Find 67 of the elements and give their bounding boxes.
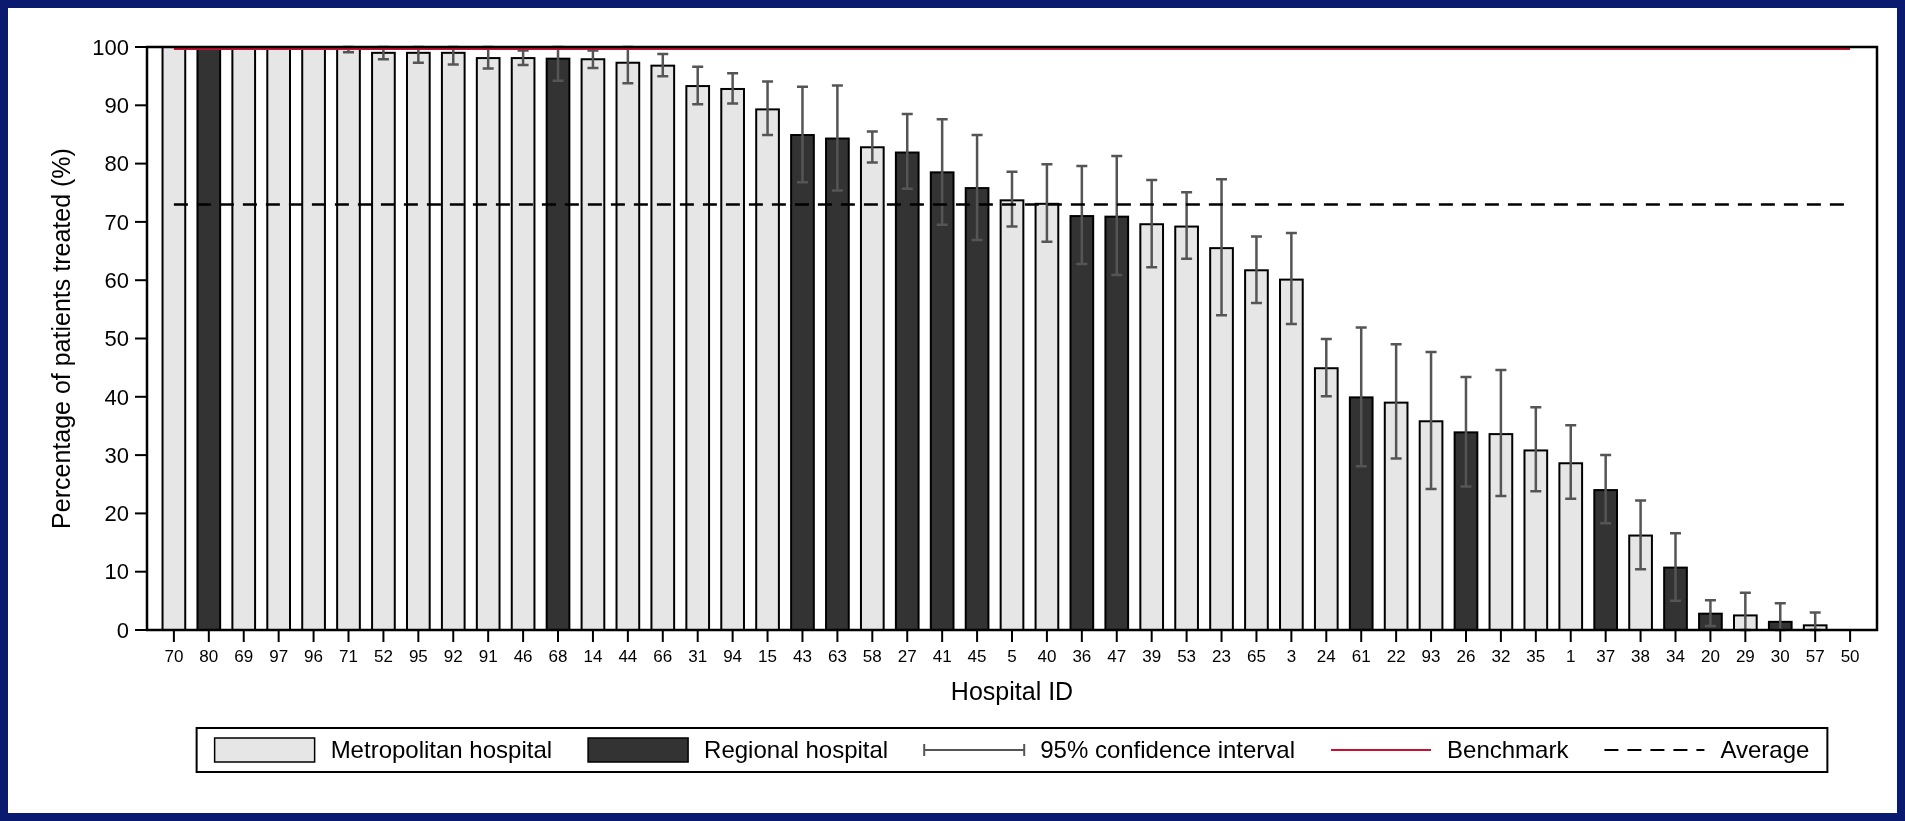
x-tick-label: 91 xyxy=(478,647,498,666)
x-tick-label: 93 xyxy=(1421,647,1441,666)
x-tick-label: 24 xyxy=(1316,647,1336,666)
legend-label: Benchmark xyxy=(1447,736,1570,764)
x-tick-label: 50 xyxy=(1840,647,1860,666)
y-tick-label: 100 xyxy=(92,34,129,60)
x-tick-label: 20 xyxy=(1700,647,1720,666)
x-tick-label: 70 xyxy=(164,647,184,666)
x-tick-label: 97 xyxy=(269,647,289,666)
y-tick-label: 40 xyxy=(104,384,129,410)
y-tick-label: 70 xyxy=(104,209,129,235)
x-tick-label: 14 xyxy=(583,647,603,666)
x-tick-label: 46 xyxy=(513,647,533,666)
legend-label: Average xyxy=(1720,736,1810,764)
x-tick-label: 57 xyxy=(1805,647,1825,666)
x-tick-label: 35 xyxy=(1526,647,1546,666)
x-tick-label: 38 xyxy=(1631,647,1651,666)
y-tick-label: 80 xyxy=(104,151,129,177)
x-tick-label: 41 xyxy=(932,647,952,666)
x-tick-label: 43 xyxy=(793,647,812,666)
x-tick-label: 66 xyxy=(653,647,673,666)
x-tick-label: 44 xyxy=(618,647,638,666)
x-tick-label: 22 xyxy=(1386,647,1406,666)
x-tick-label: 31 xyxy=(688,647,708,666)
x-tick-label: 47 xyxy=(1107,647,1127,666)
x-tick-label: 34 xyxy=(1666,647,1685,666)
y-tick-label: 30 xyxy=(104,442,129,468)
x-tick-label: 40 xyxy=(1037,647,1057,666)
x-tick-label: 92 xyxy=(443,647,463,666)
y-tick-label: 50 xyxy=(104,326,129,352)
y-tick-label: 20 xyxy=(104,501,129,527)
x-tick-label: 69 xyxy=(234,647,254,666)
x-axis-title: Hospital ID xyxy=(950,677,1074,705)
y-tick-label: 10 xyxy=(104,559,129,585)
x-tick-label: 68 xyxy=(548,647,568,666)
legend-label: Metropolitan hospital xyxy=(330,736,553,764)
x-tick-label: 96 xyxy=(304,647,324,666)
x-tick-label: 32 xyxy=(1491,647,1511,666)
x-tick-label: 63 xyxy=(827,647,847,666)
y-tick-label: 90 xyxy=(104,93,129,118)
x-tick-label: 94 xyxy=(723,647,743,666)
x-tick-label: 71 xyxy=(339,647,358,666)
x-tick-label: 58 xyxy=(862,647,882,666)
x-tick-label: 5 xyxy=(1007,647,1017,666)
x-tick-label: 36 xyxy=(1072,647,1092,666)
x-tick-label: 39 xyxy=(1142,647,1162,666)
x-tick-label: 95 xyxy=(408,647,428,666)
x-tick-label: 30 xyxy=(1770,647,1790,666)
y-tick-label: 0 xyxy=(116,617,129,643)
text: 95% confidence interval xyxy=(1040,736,1296,764)
y-axis-title: Percentage of patients treated (%) xyxy=(47,148,75,529)
x-tick-label: 15 xyxy=(758,647,778,666)
x-tick-label: 80 xyxy=(199,647,219,666)
x-tick-label: 45 xyxy=(967,647,987,666)
x-tick-label: 1 xyxy=(1566,647,1576,666)
legend-label: Regional hospital xyxy=(704,736,889,764)
x-tick-label: 37 xyxy=(1596,647,1616,666)
x-tick-label: 23 xyxy=(1212,647,1231,666)
x-tick-label: 65 xyxy=(1246,647,1266,666)
y-tick-label: 60 xyxy=(104,267,129,293)
x-tick-label: 52 xyxy=(373,647,393,666)
x-tick-label: 26 xyxy=(1456,647,1476,666)
x-tick-label: 27 xyxy=(897,647,917,666)
x-tick-label: 29 xyxy=(1735,647,1755,666)
x-tick-label: 53 xyxy=(1177,647,1197,666)
x-tick-label: 3 xyxy=(1286,647,1297,666)
x-tick-label: 61 xyxy=(1351,647,1371,666)
